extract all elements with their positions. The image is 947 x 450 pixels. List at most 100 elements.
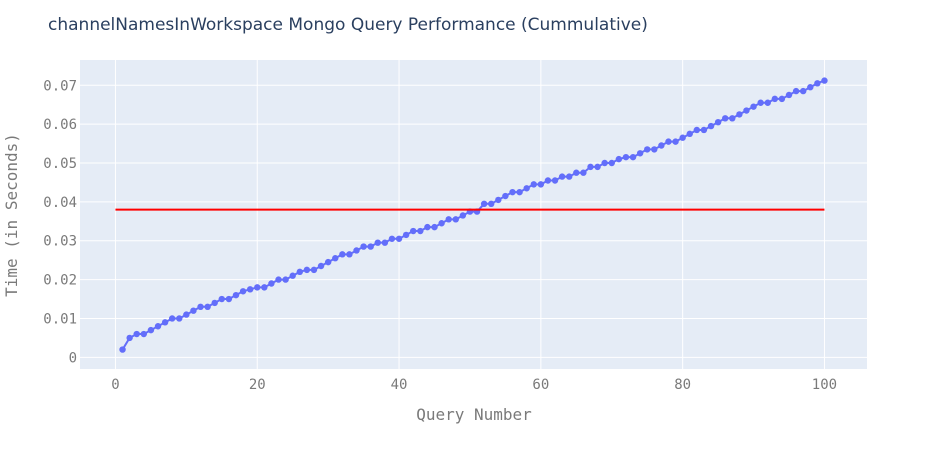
y-tick-label: 0 xyxy=(69,350,77,366)
data-point xyxy=(204,303,211,311)
data-point xyxy=(176,315,183,322)
data-point xyxy=(438,220,445,227)
data-point xyxy=(814,80,821,87)
data-point xyxy=(700,126,708,134)
x-tick-label: 80 xyxy=(674,377,691,393)
data-point xyxy=(296,268,303,276)
data-point xyxy=(537,181,545,188)
data-point xyxy=(530,181,537,188)
data-point xyxy=(360,243,367,250)
data-point xyxy=(218,295,226,303)
data-point xyxy=(629,153,637,161)
data-point xyxy=(558,173,566,180)
data-point xyxy=(168,315,176,322)
y-tick-label: 0.06 xyxy=(43,117,77,133)
y-tick-label: 0.07 xyxy=(43,78,77,94)
data-point xyxy=(580,169,587,176)
data-point xyxy=(339,251,346,258)
data-point xyxy=(161,319,169,326)
x-axis-ticks: 0 20 40 60 80 100 xyxy=(111,377,837,393)
y-tick-label: 0.04 xyxy=(43,195,77,211)
data-point xyxy=(239,288,247,295)
data-point xyxy=(317,262,325,270)
x-tick-label: 0 xyxy=(111,377,119,393)
data-point xyxy=(431,223,438,231)
data-point xyxy=(225,295,233,303)
data-point xyxy=(133,330,140,338)
data-point xyxy=(516,188,523,196)
data-point xyxy=(140,330,148,338)
series-layer xyxy=(115,77,828,353)
data-point xyxy=(799,87,807,95)
data-point xyxy=(707,122,715,130)
data-point xyxy=(445,216,452,223)
data-point xyxy=(636,150,644,157)
data-point xyxy=(268,280,275,287)
data-point xyxy=(544,177,552,184)
y-tick-label: 0.01 xyxy=(43,311,77,327)
data-point xyxy=(147,326,155,334)
data-point xyxy=(310,266,318,274)
data-point xyxy=(551,177,559,184)
data-point xyxy=(254,284,261,291)
data-point xyxy=(587,163,594,171)
data-point xyxy=(395,235,403,242)
data-point xyxy=(601,159,608,167)
y-tick-label: 0.03 xyxy=(43,234,77,250)
data-point xyxy=(785,91,793,99)
data-point xyxy=(502,192,509,200)
data-point xyxy=(686,130,693,138)
x-axis-title: Query Number xyxy=(416,405,532,424)
data-point xyxy=(750,103,757,110)
data-point xyxy=(821,77,828,84)
data-point xyxy=(211,299,218,307)
data-point xyxy=(381,239,389,246)
y-axis-ticks: 0 0.01 0.02 0.03 0.04 0.05 0.06 0.07 xyxy=(43,78,77,366)
data-point xyxy=(275,276,282,283)
data-point xyxy=(232,291,240,299)
data-point xyxy=(679,134,686,141)
data-point xyxy=(792,87,800,95)
data-point xyxy=(721,115,729,122)
data-point xyxy=(672,138,679,145)
data-point xyxy=(495,196,502,204)
data-point xyxy=(608,159,615,167)
data-point xyxy=(190,307,197,314)
data-point xyxy=(261,284,268,291)
x-tick-label: 100 xyxy=(812,377,837,393)
data-point xyxy=(417,227,424,235)
data-point xyxy=(778,95,786,103)
gridlines xyxy=(80,60,867,369)
data-point xyxy=(573,169,580,176)
data-point xyxy=(509,188,516,196)
data-point xyxy=(480,200,488,208)
series-line xyxy=(121,79,825,351)
data-point xyxy=(154,323,162,330)
data-point xyxy=(388,235,396,242)
data-point xyxy=(693,126,701,134)
chart-title: channelNamesInWorkspace Mongo Query Perf… xyxy=(48,15,648,35)
data-point xyxy=(807,84,814,91)
data-point xyxy=(658,142,665,149)
data-point xyxy=(303,266,311,274)
y-tick-label: 0.02 xyxy=(43,273,77,289)
data-point xyxy=(729,115,736,122)
data-point xyxy=(332,255,339,262)
data-point xyxy=(282,276,289,283)
data-point xyxy=(324,258,332,266)
data-point xyxy=(183,311,190,318)
data-point xyxy=(374,239,381,246)
data-point xyxy=(743,107,750,114)
data-point xyxy=(246,286,254,293)
data-point xyxy=(488,200,495,208)
data-point xyxy=(665,138,672,145)
data-point xyxy=(289,272,296,279)
data-point xyxy=(622,153,630,161)
x-tick-label: 60 xyxy=(532,377,549,393)
data-point xyxy=(594,163,601,171)
data-point xyxy=(459,212,467,219)
data-point xyxy=(644,146,651,153)
x-tick-label: 40 xyxy=(391,377,408,393)
data-point xyxy=(346,251,353,258)
